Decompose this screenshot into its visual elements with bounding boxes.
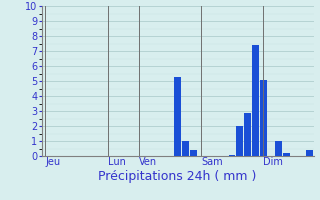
Bar: [252, 45, 259, 156]
Bar: [228, 154, 236, 156]
Bar: [182, 141, 189, 156]
Bar: [275, 141, 282, 156]
Bar: [236, 126, 243, 156]
Bar: [244, 112, 251, 156]
Bar: [190, 150, 196, 156]
Bar: [283, 153, 290, 156]
Bar: [260, 79, 267, 156]
X-axis label: Précipitations 24h ( mm ): Précipitations 24h ( mm ): [99, 170, 257, 183]
Bar: [174, 76, 181, 156]
Bar: [306, 150, 313, 156]
